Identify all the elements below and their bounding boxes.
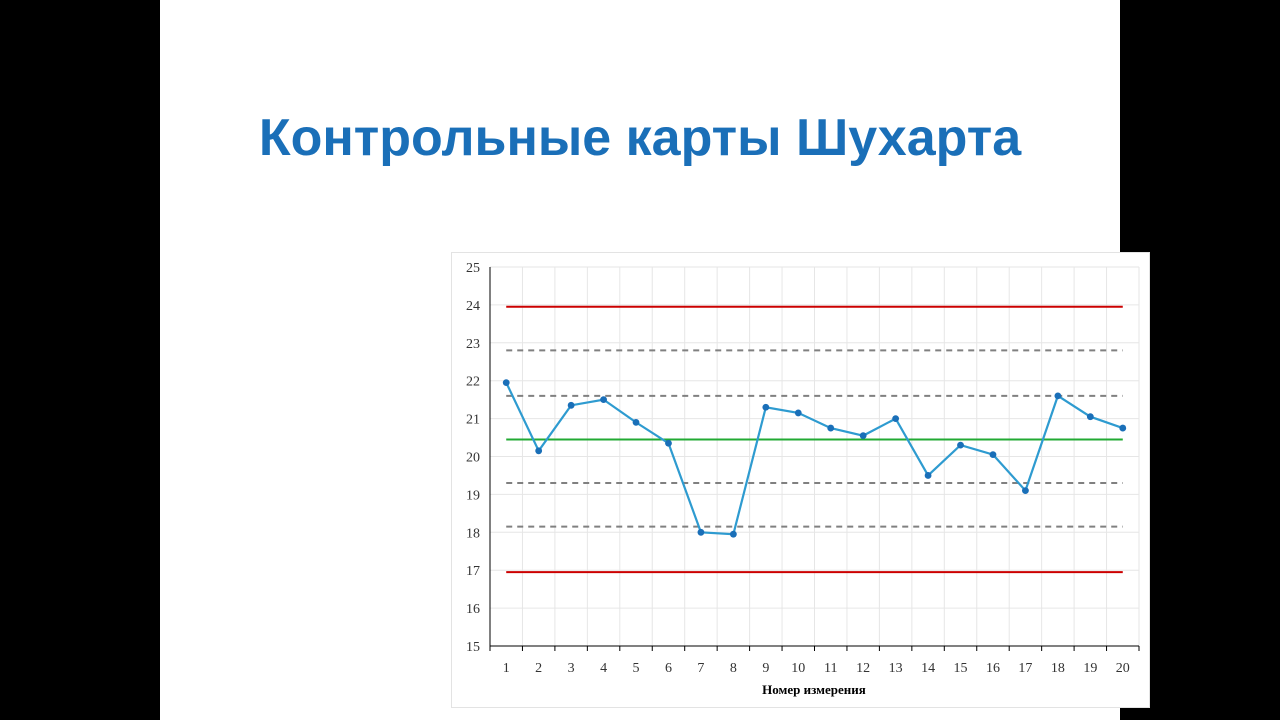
data-point xyxy=(632,418,640,426)
data-point xyxy=(729,530,737,538)
y-tick-label: 18 xyxy=(466,526,480,541)
x-tick-label: 6 xyxy=(665,661,672,676)
y-tick-label: 19 xyxy=(466,488,480,503)
x-tick-label: 10 xyxy=(791,661,805,676)
x-tick-label: 12 xyxy=(856,661,870,676)
y-tick-label: 20 xyxy=(466,451,480,466)
axes xyxy=(489,267,1140,651)
data-point xyxy=(567,401,575,409)
data-series xyxy=(502,379,1127,538)
x-tick-label: 16 xyxy=(986,661,1000,676)
x-tick-label: 17 xyxy=(1018,661,1032,676)
data-point xyxy=(1022,487,1029,495)
x-tick-label: 5 xyxy=(633,661,640,676)
grid-lines xyxy=(490,266,1140,646)
reference-lines xyxy=(506,305,1123,574)
data-point xyxy=(957,441,964,449)
y-tick-label: 15 xyxy=(466,640,480,655)
data-point xyxy=(794,409,802,417)
data-point xyxy=(859,432,867,440)
control-chart: 15 16 17 18 19 20 21 22 23 24 25 1 2 3 4 5 6 7 8 9 10 11 12 13 1… xyxy=(451,252,1150,708)
x-tick-label: 3 xyxy=(568,661,575,676)
data-point xyxy=(502,379,510,386)
data-point xyxy=(892,415,900,422)
data-point xyxy=(697,528,705,536)
x-tick-label: 4 xyxy=(600,661,607,676)
x-tick-label: 18 xyxy=(1051,661,1065,676)
x-tick-label: 14 xyxy=(921,661,935,676)
x-axis-title: Номер измерения xyxy=(762,682,866,697)
data-point xyxy=(924,472,932,479)
slide-title: Контрольные карты Шухарта xyxy=(258,109,1022,167)
data-point xyxy=(600,396,607,404)
y-tick-label: 21 xyxy=(466,413,480,428)
x-tick-label: 9 xyxy=(762,661,769,676)
data-point xyxy=(535,447,543,455)
y-tick-label: 24 xyxy=(466,299,480,314)
y-tick-label: 16 xyxy=(466,602,480,617)
series-line xyxy=(505,382,1124,536)
data-point xyxy=(665,439,672,447)
x-tick-label: 13 xyxy=(889,661,903,676)
x-tick-label: 2 xyxy=(535,661,542,676)
x-tick-label: 7 xyxy=(697,661,704,676)
x-tick-label: 8 xyxy=(730,661,737,676)
data-point xyxy=(827,424,835,432)
data-point xyxy=(989,451,997,459)
data-point xyxy=(1119,424,1127,432)
slide: Контрольные карты Шухарта 15 16 17 18 19 20 21… xyxy=(160,0,1150,720)
x-tick-label: 11 xyxy=(824,661,837,676)
data-point xyxy=(762,403,770,411)
data-point xyxy=(1054,392,1062,400)
y-tick-label: 25 xyxy=(466,261,480,276)
x-tick-label: 19 xyxy=(1083,661,1097,676)
x-tick-label: 1 xyxy=(503,661,510,676)
data-point xyxy=(1086,413,1094,421)
x-tick-label: 20 xyxy=(1116,661,1130,676)
y-tick-label: 22 xyxy=(466,375,480,390)
x-tick-label: 15 xyxy=(954,661,968,676)
y-tick-label: 17 xyxy=(466,564,480,579)
y-tick-label: 23 xyxy=(466,337,480,352)
